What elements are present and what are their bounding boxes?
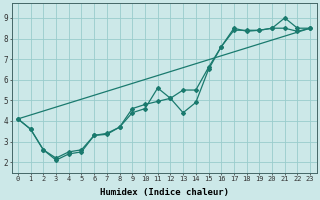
X-axis label: Humidex (Indice chaleur): Humidex (Indice chaleur): [100, 188, 228, 197]
